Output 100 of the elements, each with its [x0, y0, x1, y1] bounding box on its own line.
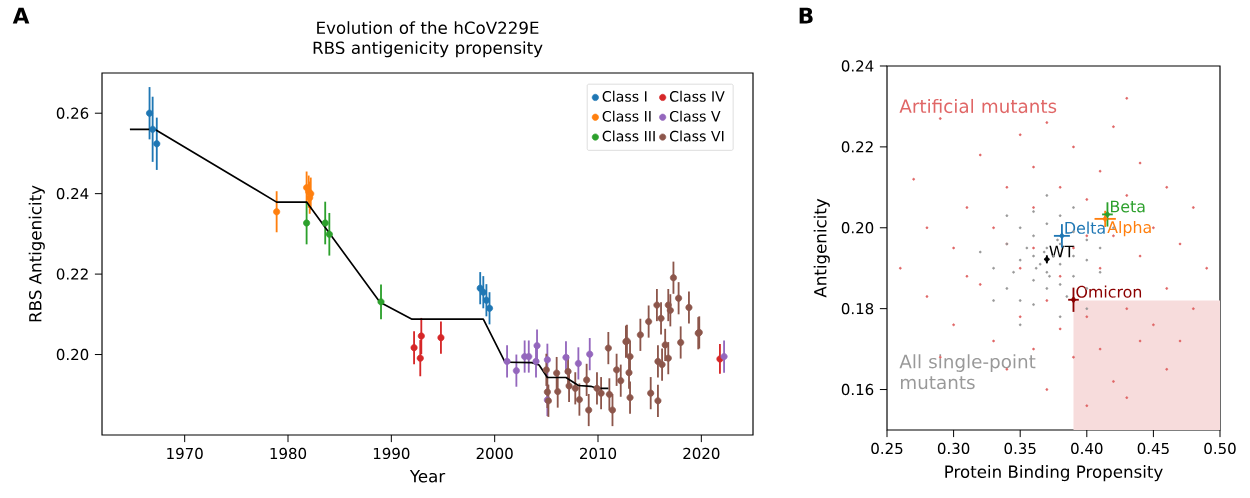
point [965, 206, 969, 209]
point [1058, 262, 1062, 266]
point [1045, 270, 1049, 274]
point [978, 153, 982, 157]
point [1032, 279, 1035, 282]
point [1178, 242, 1182, 246]
x-tick-label: 1990 [373, 447, 410, 460]
point [1045, 299, 1049, 302]
point [1125, 97, 1129, 100]
point [605, 390, 613, 398]
point [1165, 185, 1169, 189]
point [1072, 355, 1075, 359]
point [1192, 307, 1195, 310]
point [1085, 307, 1089, 310]
point [1018, 258, 1022, 262]
y-tick-label: 0.22 [56, 268, 88, 280]
point [952, 246, 955, 250]
point [658, 361, 666, 369]
y-tick-label: 0.20 [56, 348, 89, 361]
point [1005, 287, 1009, 290]
point [482, 296, 490, 304]
point [645, 318, 653, 326]
point [1018, 133, 1022, 137]
point [542, 366, 550, 374]
point [1032, 347, 1035, 351]
point [608, 406, 616, 414]
point [1038, 262, 1042, 266]
series-label: Delta [1065, 221, 1105, 234]
y-tick-label: 0.22 [841, 141, 873, 153]
point [543, 388, 551, 396]
point [1032, 206, 1035, 209]
point [952, 323, 955, 327]
series-label: Alpha [1107, 220, 1151, 237]
point [1032, 165, 1035, 169]
point [992, 266, 995, 270]
point [1165, 287, 1169, 290]
point [1205, 266, 1209, 270]
y-tick-label: 0.24 [56, 187, 89, 200]
point [965, 274, 969, 278]
point [565, 382, 573, 390]
point [325, 230, 333, 238]
point [303, 219, 311, 227]
point [1178, 339, 1182, 343]
point [1018, 299, 1022, 302]
point [1085, 238, 1089, 242]
x-axis-title: Protein Binding Propensity [945, 465, 1163, 482]
point [626, 394, 634, 402]
point [1125, 194, 1129, 197]
point [666, 306, 674, 314]
point [669, 274, 677, 282]
point [720, 353, 728, 361]
point [1165, 367, 1169, 371]
point [479, 288, 487, 296]
point [1138, 339, 1142, 343]
point [1138, 161, 1142, 165]
point [978, 283, 982, 286]
point [1045, 388, 1049, 391]
point [543, 356, 551, 364]
point [1072, 206, 1075, 209]
y-tick-label: 0.18 [841, 302, 874, 315]
point [1045, 246, 1049, 250]
point [675, 294, 683, 302]
point [1045, 222, 1049, 226]
x-tick-label: 0.45 [1137, 442, 1169, 455]
point [1018, 315, 1022, 319]
point [677, 338, 685, 346]
y-tick-label: 0.24 [841, 60, 874, 72]
x-tick-label: 2000 [476, 447, 513, 460]
point [417, 332, 425, 340]
point [661, 341, 669, 349]
point [306, 194, 314, 202]
point [1005, 214, 1009, 217]
point [1152, 226, 1155, 230]
point [1012, 270, 1015, 274]
x-tick-label: 1980 [270, 447, 307, 460]
legend-label: Class V [669, 110, 721, 122]
point [1018, 323, 1022, 327]
point [1112, 380, 1115, 383]
x-tick-label: 0.35 [1004, 442, 1036, 455]
point [1056, 238, 1059, 242]
y-axis-title: Antigenicity [813, 198, 830, 298]
x-tick-label: 2020 [683, 447, 720, 460]
point [321, 219, 329, 227]
point [1085, 258, 1089, 262]
point [1085, 198, 1089, 201]
point [1048, 274, 1051, 278]
point [593, 384, 601, 392]
point [938, 117, 942, 120]
point [1098, 347, 1102, 351]
point [1065, 295, 1069, 298]
point [562, 353, 570, 361]
point [613, 366, 621, 374]
point [1098, 266, 1102, 270]
point [1098, 270, 1102, 274]
point [1045, 194, 1049, 197]
point [992, 299, 995, 302]
point [1058, 327, 1062, 331]
point [1112, 125, 1115, 128]
point [654, 397, 662, 405]
point [1152, 323, 1155, 327]
